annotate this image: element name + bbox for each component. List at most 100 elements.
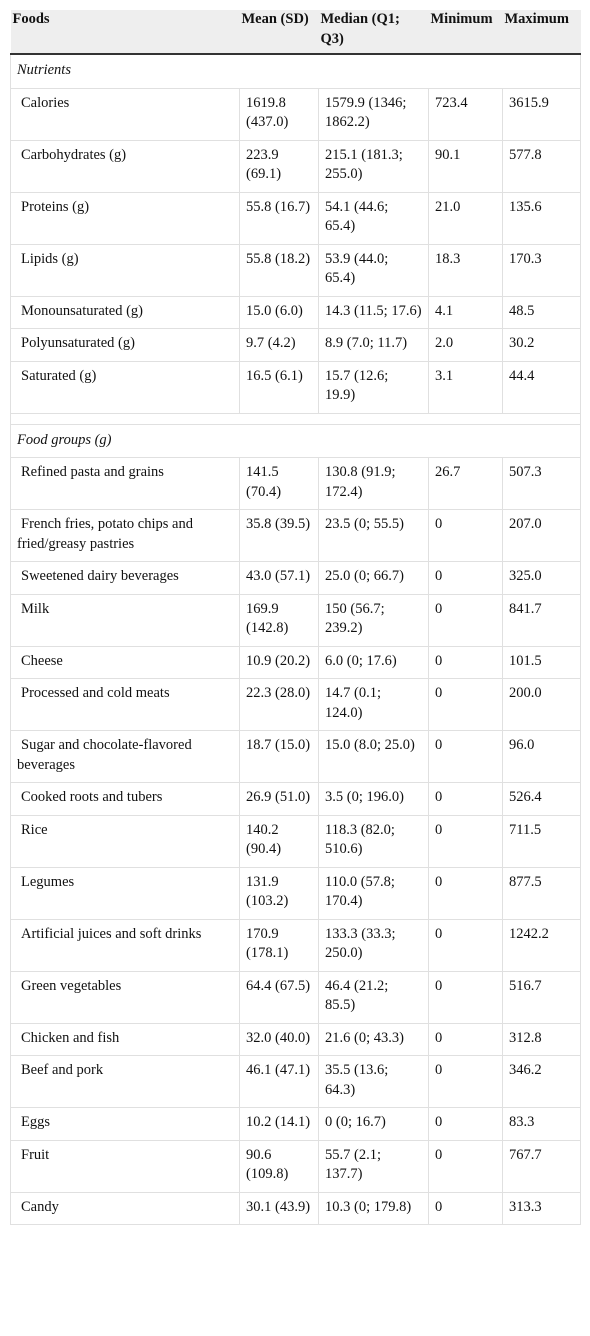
cell: 101.5	[502, 645, 581, 679]
cell: 841.7	[502, 593, 581, 647]
cell: 0	[428, 1022, 503, 1056]
cell: 15.0 (6.0)	[239, 295, 319, 329]
cell: 35.8 (39.5)	[239, 509, 319, 562]
cell: 130.8 (91.9; 172.4)	[318, 457, 429, 510]
data-row: Sweetened dairy beverages 43.0 (57.1) 25.0…	[10, 561, 581, 595]
data-row: Artificial juices and soft drinks 170.9 (…	[10, 918, 581, 972]
cell: 14.3 (11.5; 17.6)	[318, 295, 429, 329]
data-row: Processed and cold meats 22.3 (28.0) 14.7 …	[10, 678, 581, 731]
cell: 18.7 (15.0)	[239, 730, 319, 783]
cell: 0	[428, 866, 503, 920]
data-row: Monounsaturated (g) 15.0 (6.0) 14.3 (11.5;…	[10, 295, 581, 329]
data-row: Sugar and chocolate-flavored beverages 18…	[10, 730, 581, 783]
data-table: Foods Mean (SD) Median (Q1; Q3) Minimum Maxi…	[10, 10, 581, 1225]
cell: 133.3 (33.3; 250.0)	[318, 918, 429, 972]
cell: 46.4 (21.2; 85.5)	[318, 970, 429, 1024]
data-row: Saturated (g) 16.5 (6.1) 15.7 (12.6; 19.9)…	[10, 360, 581, 414]
cell: 53.9 (44.0; 65.4)	[318, 243, 429, 297]
cell: 711.5	[502, 814, 581, 868]
cell: 55.7 (2.1; 137.7)	[318, 1139, 429, 1193]
food-name: Milk	[10, 593, 240, 647]
column-header: Minimum	[428, 10, 503, 55]
food-name: Candy	[10, 1191, 240, 1225]
food-name: Monounsaturated (g)	[10, 295, 240, 329]
cell: 21.0	[428, 191, 503, 245]
cell: 44.4	[502, 360, 581, 414]
cell: 1619.8 (437.0)	[239, 87, 319, 141]
cell: 135.6	[502, 191, 581, 245]
food-name: Sugar and chocolate-flavored beverages	[10, 730, 240, 783]
cell: 207.0	[502, 509, 581, 562]
cell: 313.3	[502, 1191, 581, 1225]
food-name: Eggs	[10, 1107, 240, 1141]
cell: 0	[428, 1055, 503, 1108]
cell: 0	[428, 1191, 503, 1225]
data-row: Polyunsaturated (g) 9.7 (4.2) 8.9 (7.0; 11…	[10, 328, 581, 362]
cell: 0	[428, 1139, 503, 1193]
cell: 3.1	[428, 360, 503, 414]
cell: 90.6 (109.8)	[239, 1139, 319, 1193]
section-title: Nutrients	[10, 53, 581, 89]
cell: 723.4	[428, 87, 503, 141]
column-header: Median (Q1; Q3)	[318, 10, 429, 55]
cell: 577.8	[502, 139, 581, 193]
cell: 0	[428, 970, 503, 1024]
cell: 141.5 (70.4)	[239, 457, 319, 510]
cell: 0	[428, 645, 503, 679]
data-row: Eggs 10.2 (14.1) 0 (0; 16.7) 0 83.3	[10, 1107, 581, 1141]
cell: 215.1 (181.3; 255.0)	[318, 139, 429, 193]
section-row: Nutrients	[10, 53, 581, 89]
cell: 96.0	[502, 730, 581, 783]
cell: 23.5 (0; 55.5)	[318, 509, 429, 562]
cell: 83.3	[502, 1107, 581, 1141]
spacer-row	[10, 412, 581, 425]
food-name: French fries, potato chips and fried/gre…	[10, 509, 240, 562]
cell: 64.4 (67.5)	[239, 970, 319, 1024]
cell: 55.8 (18.2)	[239, 243, 319, 297]
cell: 10.3 (0; 179.8)	[318, 1191, 429, 1225]
column-header: Maximum	[502, 10, 581, 55]
cell: 0	[428, 1107, 503, 1141]
food-name: Carbohydrates (g)	[10, 139, 240, 193]
cell: 46.1 (47.1)	[239, 1055, 319, 1108]
data-row: Lipids (g) 55.8 (18.2) 53.9 (44.0; 65.4) 18…	[10, 243, 581, 297]
cell: 346.2	[502, 1055, 581, 1108]
cell: 0	[428, 918, 503, 972]
food-name: Polyunsaturated (g)	[10, 328, 240, 362]
data-row: Carbohydrates (g) 223.9 (69.1) 215.1 (181.…	[10, 139, 581, 193]
cell: 0	[428, 561, 503, 595]
spacer-cell	[10, 412, 581, 425]
data-row: Cooked roots and tubers 26.9 (51.0) 3.5 (0…	[10, 782, 581, 816]
cell: 325.0	[502, 561, 581, 595]
data-row: Candy 30.1 (43.9) 10.3 (0; 179.8) 0 313.3	[10, 1191, 581, 1225]
data-row: Fruit 90.6 (109.8) 55.7 (2.1; 137.7) 0 767.7	[10, 1139, 581, 1193]
cell: 25.0 (0; 66.7)	[318, 561, 429, 595]
cell: 21.6 (0; 43.3)	[318, 1022, 429, 1056]
cell: 54.1 (44.6; 65.4)	[318, 191, 429, 245]
cell: 4.1	[428, 295, 503, 329]
section-row: Food groups (g)	[10, 423, 581, 458]
food-name: Cheese	[10, 645, 240, 679]
food-name: Green vegetables	[10, 970, 240, 1024]
data-row: Chicken and fish 32.0 (40.0) 21.6 (0; 43.3…	[10, 1022, 581, 1056]
column-header: Mean (SD)	[239, 10, 319, 55]
cell: 48.5	[502, 295, 581, 329]
cell: 32.0 (40.0)	[239, 1022, 319, 1056]
food-name: Rice	[10, 814, 240, 868]
data-row: French fries, potato chips and fried/gre…	[10, 509, 581, 562]
data-row: Milk 169.9 (142.8) 150 (56.7; 239.2) 0 841.7	[10, 593, 581, 647]
cell: 6.0 (0; 17.6)	[318, 645, 429, 679]
data-row: Legumes 131.9 (103.2) 110.0 (57.8; 170.4) 0…	[10, 866, 581, 920]
data-row: Cheese 10.9 (20.2) 6.0 (0; 17.6) 0 101.5	[10, 645, 581, 679]
cell: 1579.9 (1346; 1862.2)	[318, 87, 429, 141]
cell: 140.2 (90.4)	[239, 814, 319, 868]
cell: 14.7 (0.1; 124.0)	[318, 678, 429, 731]
data-row: Refined pasta and grains 141.5 (70.4) 130.…	[10, 457, 581, 510]
data-row: Beef and pork 46.1 (47.1) 35.5 (13.6; 64.3…	[10, 1055, 581, 1108]
cell: 43.0 (57.1)	[239, 561, 319, 595]
cell: 10.9 (20.2)	[239, 645, 319, 679]
food-name: Calories	[10, 87, 240, 141]
cell: 18.3	[428, 243, 503, 297]
cell: 0	[428, 782, 503, 816]
